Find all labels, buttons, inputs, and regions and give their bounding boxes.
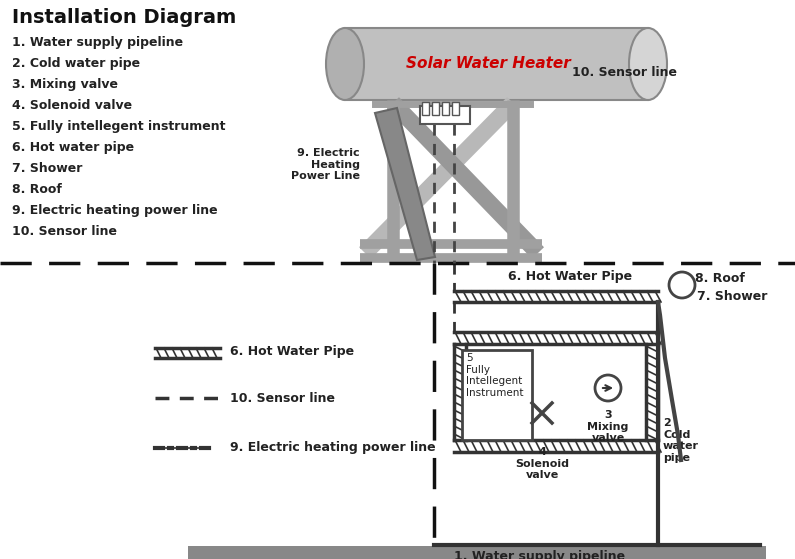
Text: 5
Fully
Intellegent
Instrument: 5 Fully Intellegent Instrument (466, 353, 523, 398)
Text: 10. Sensor line: 10. Sensor line (572, 66, 677, 79)
Text: 7. Shower: 7. Shower (12, 162, 83, 175)
Text: 10. Sensor line: 10. Sensor line (230, 391, 335, 405)
Text: 2. Cold water pipe: 2. Cold water pipe (12, 57, 140, 70)
Text: 9. Electric heating power line: 9. Electric heating power line (230, 442, 436, 454)
Text: 1. Water supply pipeline: 1. Water supply pipeline (454, 550, 625, 559)
Text: Solar Water Heater: Solar Water Heater (406, 56, 571, 72)
Text: 3. Mixing valve: 3. Mixing valve (12, 78, 118, 91)
Text: 9. Electric
Heating
Power Line: 9. Electric Heating Power Line (291, 148, 360, 181)
Text: Installation Diagram: Installation Diagram (12, 8, 236, 27)
Text: 6. Hot Water Pipe: 6. Hot Water Pipe (230, 345, 354, 358)
Text: 6. Hot water pipe: 6. Hot water pipe (12, 141, 134, 154)
Text: 2
Cold
water
pipe: 2 Cold water pipe (663, 418, 699, 463)
Bar (345, 28, 648, 100)
Text: 5. Fully intellegent instrument: 5. Fully intellegent instrument (12, 120, 226, 133)
Bar (432, 102, 439, 115)
Text: 3
Mixing
valve: 3 Mixing valve (588, 410, 629, 443)
Circle shape (669, 272, 695, 298)
Bar (452, 102, 459, 115)
Text: 4
Solenoid
valve: 4 Solenoid valve (515, 447, 569, 480)
Text: 10. Sensor line: 10. Sensor line (12, 225, 117, 238)
Bar (462, 350, 532, 440)
Text: 6. Hot Water Pipe: 6. Hot Water Pipe (508, 270, 632, 283)
Text: 8. Roof: 8. Roof (12, 183, 62, 196)
Bar (442, 102, 449, 115)
Ellipse shape (326, 28, 364, 100)
Ellipse shape (629, 28, 667, 100)
Text: 4. Solenoid valve: 4. Solenoid valve (12, 99, 132, 112)
Text: 9. Electric heating power line: 9. Electric heating power line (12, 204, 218, 217)
Circle shape (595, 375, 621, 401)
Text: 7. Shower: 7. Shower (697, 290, 767, 303)
Text: 1. Water supply pipeline: 1. Water supply pipeline (12, 36, 183, 49)
Text: 8. Roof: 8. Roof (695, 272, 745, 285)
Bar (188, 546, 766, 559)
Polygon shape (375, 108, 435, 260)
Bar (422, 102, 429, 115)
Bar (420, 106, 470, 124)
